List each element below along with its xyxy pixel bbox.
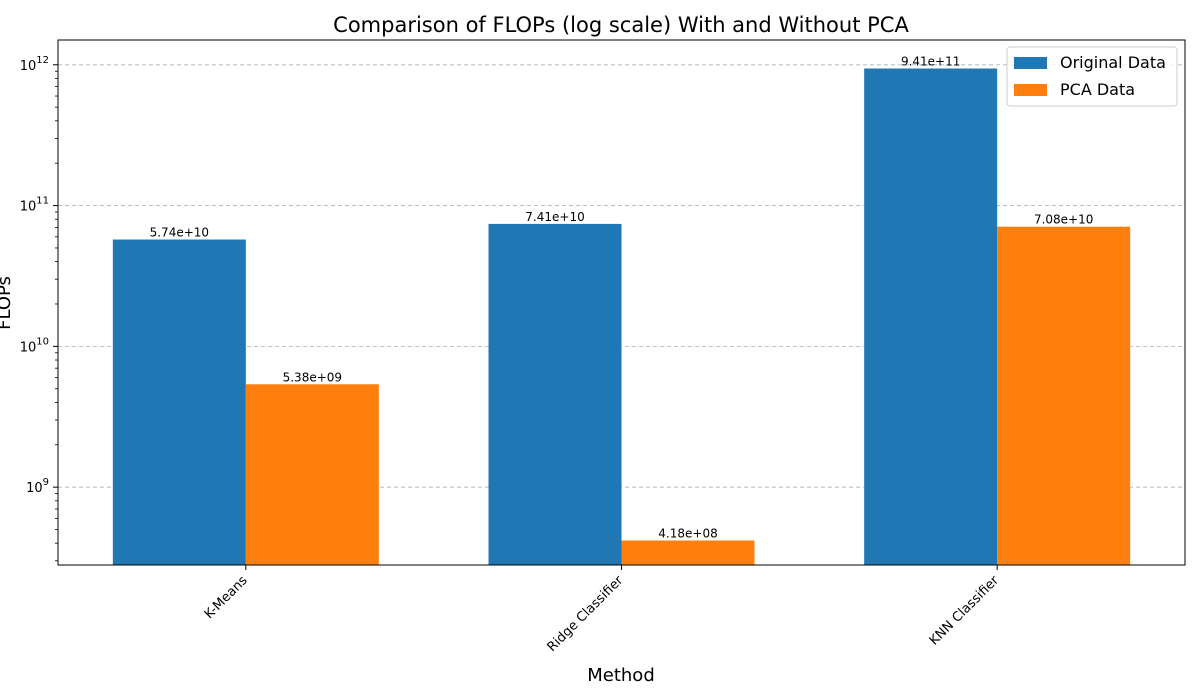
chart-title: Comparison of FLOPs (log scale) With and…	[333, 13, 909, 37]
bar-value-label: 4.18e+08	[658, 526, 717, 540]
y-tick-label: 1012	[20, 55, 49, 74]
bar-value-label: 7.08e+10	[1034, 213, 1093, 227]
legend-box	[1006, 46, 1178, 107]
bar-original	[112, 239, 246, 566]
bar-original	[864, 68, 998, 566]
bar-value-label: 5.74e+10	[150, 226, 209, 240]
bar-labels: 5.74e+10 5.38e+09 7.41e+10 4.18e+08 9.41e+11…	[150, 55, 1094, 541]
x-tick-label: Ridge Classifier	[545, 573, 627, 655]
y-axis-label: FLOPs	[0, 276, 15, 330]
bar-pca	[621, 540, 755, 565]
bar-value-label: 5.38e+09	[283, 370, 342, 384]
x-tick-label: K-Means	[202, 573, 251, 622]
legend-swatch	[1014, 84, 1047, 96]
legend: Original Data PCA Data	[1006, 46, 1178, 107]
x-axis: K-Means Ridge Classifier KNN Classifier	[202, 565, 1003, 655]
x-tick-label: KNN Classifier	[927, 573, 1003, 649]
x-axis-label: Method	[587, 665, 655, 686]
bar-value-label: 7.41e+10	[525, 210, 584, 224]
legend-label: Original Data	[1060, 53, 1166, 72]
legend-label: PCA Data	[1060, 80, 1135, 99]
bar-original	[488, 223, 622, 565]
y-axis: 109 1010 1011 1012	[20, 55, 58, 562]
y-tick-label: 1010	[20, 336, 49, 355]
bar-pca	[997, 226, 1131, 565]
y-tick-label: 1011	[20, 196, 49, 215]
bars	[112, 68, 1131, 566]
y-tick-label: 109	[26, 477, 49, 496]
bar-value-label: 9.41e+11	[901, 55, 960, 69]
legend-swatch	[1014, 57, 1047, 69]
bar-pca	[245, 384, 379, 565]
